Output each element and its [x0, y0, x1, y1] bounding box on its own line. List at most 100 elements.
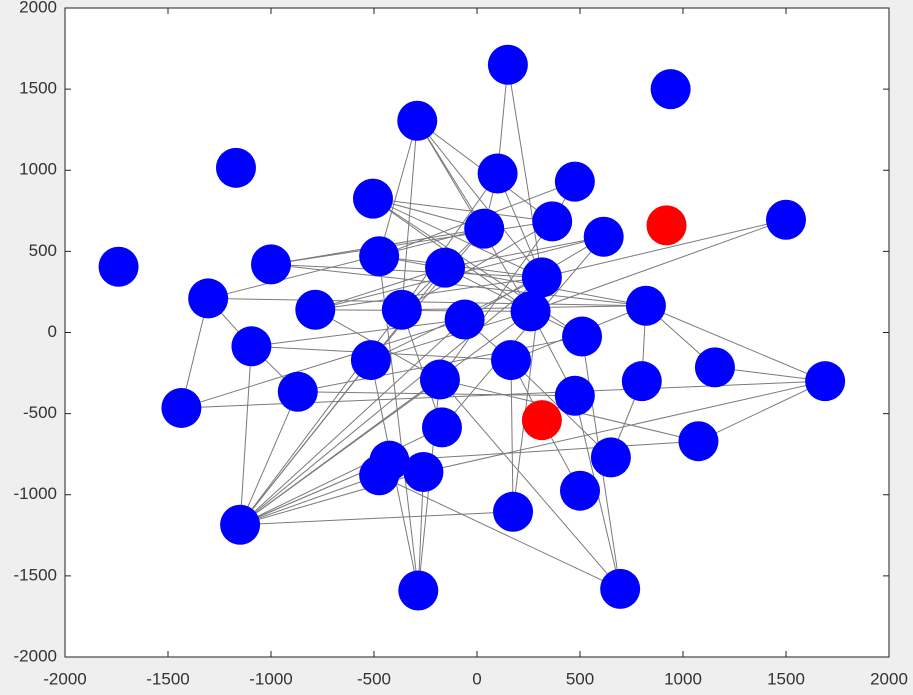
edge: [239, 391, 299, 525]
node: [220, 504, 261, 545]
node: [98, 246, 139, 287]
y-tick-label: 1500: [19, 79, 57, 98]
node: [493, 491, 534, 532]
node: [554, 375, 595, 416]
edge: [439, 379, 621, 590]
x-tick-label: 1000: [664, 669, 702, 688]
edge: [507, 64, 543, 278]
edge: [389, 440, 699, 462]
edge: [270, 263, 542, 278]
y-tick-label: 2000: [19, 0, 57, 16]
edge: [698, 380, 826, 442]
edge: [444, 236, 604, 269]
edge: [239, 359, 372, 526]
edge: [208, 297, 646, 307]
node: [694, 347, 735, 388]
edge: [239, 276, 543, 526]
y-tick-label: 1000: [19, 160, 57, 179]
edge: [315, 309, 531, 312]
node: [403, 452, 444, 493]
x-tick-label: -2000: [43, 669, 86, 688]
node: [766, 199, 806, 240]
x-tick-label: -1000: [249, 669, 292, 688]
y-tick-label: -1500: [14, 565, 57, 584]
node: [678, 421, 719, 462]
x-tick-label: 0: [472, 669, 481, 688]
node: [352, 178, 393, 219]
edge: [315, 276, 542, 311]
node: [650, 69, 691, 110]
y-tick-label: -500: [23, 403, 57, 422]
node: [521, 257, 562, 298]
edge: [270, 263, 646, 307]
edge: [251, 319, 465, 347]
edge: [441, 236, 605, 428]
node: [562, 316, 603, 357]
node: [397, 100, 438, 141]
node: [583, 216, 624, 257]
node: [560, 470, 600, 511]
edge: [239, 426, 443, 526]
edge: [541, 219, 787, 278]
edge: [239, 474, 380, 526]
y-tick-label: 0: [48, 322, 57, 341]
node: [532, 201, 573, 242]
node: [381, 289, 422, 330]
node: [590, 437, 631, 478]
edge: [401, 173, 499, 311]
x-tick-label: 1500: [767, 669, 805, 688]
node: [425, 247, 466, 288]
edge: [270, 220, 553, 265]
edge: [401, 220, 553, 311]
x-tick-label: 500: [566, 669, 594, 688]
node: [398, 570, 439, 611]
node: [510, 291, 551, 332]
node: [215, 147, 256, 188]
y-tick-label: -1000: [14, 484, 57, 503]
node: [625, 285, 666, 326]
node: [600, 568, 641, 609]
edge: [239, 319, 465, 526]
node: [477, 153, 518, 194]
edge: [239, 379, 441, 526]
node: [359, 236, 400, 277]
edge: [530, 219, 787, 312]
node: [646, 205, 687, 246]
x-tick-label: -500: [357, 669, 391, 688]
node: [554, 161, 595, 202]
edge: [379, 255, 647, 307]
node: [464, 208, 505, 249]
y-tick-label: -2000: [14, 646, 57, 665]
y-tick-label: 500: [29, 241, 57, 260]
node: [251, 244, 291, 285]
node: [805, 361, 846, 402]
node: [521, 400, 562, 441]
node: [161, 387, 202, 428]
edge: [239, 346, 252, 525]
node: [350, 340, 391, 381]
node: [444, 299, 485, 340]
node: [490, 340, 531, 381]
node: [295, 289, 336, 330]
edge: [645, 305, 826, 382]
node: [277, 371, 318, 412]
edge: [510, 360, 514, 512]
node: [359, 455, 400, 496]
edge: [378, 474, 621, 590]
node: [421, 407, 462, 448]
node: [231, 326, 272, 367]
edge: [181, 319, 465, 409]
node: [487, 44, 528, 85]
edge: [372, 198, 543, 278]
edge: [378, 120, 418, 257]
edge: [423, 380, 826, 473]
x-tick-label: 2000: [870, 669, 908, 688]
edge: [372, 198, 553, 222]
edge: [240, 511, 514, 526]
node: [188, 278, 229, 319]
node: [419, 359, 460, 400]
edge: [208, 228, 485, 299]
node: [621, 361, 662, 402]
edge: [401, 309, 443, 428]
